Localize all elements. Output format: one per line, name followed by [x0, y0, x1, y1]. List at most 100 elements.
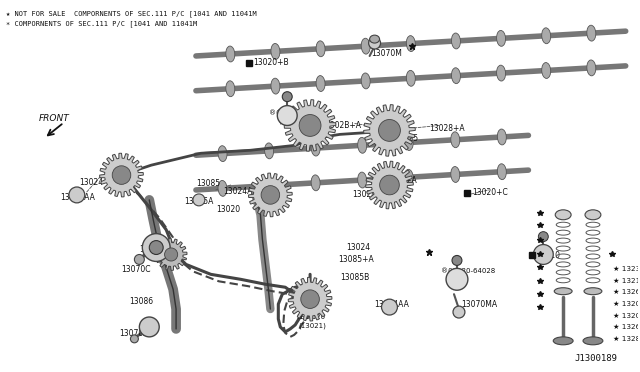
Text: (2): (2)	[452, 276, 462, 283]
Ellipse shape	[226, 46, 235, 62]
Circle shape	[299, 115, 321, 137]
Polygon shape	[156, 238, 187, 270]
Text: ★ 13203: ★ 13203	[612, 301, 640, 307]
Text: ★ 13269: ★ 13269	[612, 289, 640, 295]
Circle shape	[277, 106, 297, 125]
Polygon shape	[288, 277, 332, 321]
Text: FRONT: FRONT	[38, 114, 69, 123]
Text: ★ NOT FOR SALE  COMPORNENTS OF SEC.111 P/C [1041 AND 11041M: ★ NOT FOR SALE COMPORNENTS OF SEC.111 P/…	[6, 10, 257, 17]
Ellipse shape	[406, 36, 415, 51]
Circle shape	[140, 317, 159, 337]
Ellipse shape	[541, 62, 550, 78]
Ellipse shape	[316, 76, 325, 92]
Ellipse shape	[541, 28, 550, 44]
Ellipse shape	[451, 68, 460, 84]
Ellipse shape	[554, 288, 572, 295]
Polygon shape	[364, 105, 415, 156]
Text: 13070MA: 13070MA	[461, 299, 497, 309]
Ellipse shape	[271, 44, 280, 59]
Text: J1300189: J1300189	[575, 354, 618, 363]
Ellipse shape	[358, 172, 367, 188]
Circle shape	[446, 268, 468, 290]
Text: ®08120-64028: ®08120-64028	[269, 109, 324, 116]
Text: 13070A: 13070A	[120, 329, 149, 339]
Circle shape	[378, 119, 401, 141]
Text: 13070M: 13070M	[372, 48, 403, 58]
Text: 13024: 13024	[79, 177, 103, 186]
Ellipse shape	[497, 164, 506, 180]
Text: 13024: 13024	[346, 243, 370, 252]
Text: 13086: 13086	[129, 296, 154, 306]
Text: 13024A: 13024A	[223, 187, 252, 196]
Circle shape	[193, 194, 205, 206]
Text: 13070C: 13070C	[122, 265, 151, 274]
Circle shape	[282, 92, 292, 102]
Ellipse shape	[451, 167, 460, 182]
Polygon shape	[100, 153, 143, 197]
Circle shape	[452, 256, 462, 265]
Ellipse shape	[358, 137, 367, 153]
Text: (13021): (13021)	[298, 323, 326, 329]
Ellipse shape	[361, 38, 370, 54]
Text: 13210: 13210	[536, 251, 561, 260]
Text: 13070: 13070	[140, 245, 164, 254]
Polygon shape	[284, 100, 336, 151]
Circle shape	[261, 186, 280, 204]
Ellipse shape	[370, 35, 380, 43]
Ellipse shape	[587, 60, 596, 76]
Ellipse shape	[451, 132, 460, 148]
Ellipse shape	[583, 337, 603, 345]
Text: 13085: 13085	[196, 179, 220, 187]
Circle shape	[301, 290, 319, 308]
Ellipse shape	[404, 135, 413, 150]
Ellipse shape	[316, 41, 325, 57]
Circle shape	[112, 166, 131, 185]
Text: 1302B+A: 1302B+A	[325, 121, 361, 130]
Ellipse shape	[264, 143, 273, 159]
Text: SEC.120: SEC.120	[296, 314, 325, 320]
Ellipse shape	[585, 210, 601, 220]
Polygon shape	[365, 161, 413, 209]
Ellipse shape	[226, 81, 235, 97]
Circle shape	[134, 254, 145, 264]
Ellipse shape	[497, 129, 506, 145]
Ellipse shape	[406, 70, 415, 86]
Ellipse shape	[311, 140, 320, 156]
Text: 13085+A: 13085+A	[338, 255, 374, 264]
Circle shape	[131, 335, 138, 343]
Ellipse shape	[497, 31, 506, 46]
Ellipse shape	[271, 78, 280, 94]
Circle shape	[381, 299, 397, 315]
Text: 13025+A: 13025+A	[381, 176, 417, 185]
Ellipse shape	[451, 33, 460, 49]
Ellipse shape	[497, 65, 506, 81]
Ellipse shape	[361, 73, 370, 89]
Text: 13085B: 13085B	[340, 273, 369, 282]
Circle shape	[538, 232, 548, 241]
Circle shape	[149, 241, 163, 254]
Ellipse shape	[404, 169, 413, 185]
Text: 13028+A: 13028+A	[429, 124, 465, 133]
Ellipse shape	[311, 175, 320, 191]
Circle shape	[69, 187, 84, 203]
Ellipse shape	[556, 210, 571, 220]
Text: ★ 13210: ★ 13210	[612, 278, 640, 284]
Text: ★ 13282: ★ 13282	[612, 336, 640, 342]
Text: 13024AA: 13024AA	[374, 299, 410, 309]
Text: 13085A: 13085A	[184, 198, 213, 206]
Text: 13020: 13020	[216, 205, 240, 214]
Circle shape	[380, 175, 399, 195]
Circle shape	[164, 248, 178, 261]
Text: ★ 13231: ★ 13231	[612, 266, 640, 272]
Circle shape	[533, 244, 553, 264]
Ellipse shape	[584, 288, 602, 295]
Circle shape	[369, 37, 381, 49]
Polygon shape	[248, 173, 292, 217]
Text: ★ 13267: ★ 13267	[612, 324, 640, 330]
Text: 13024A: 13024A	[352, 190, 381, 199]
Text: 13024AA: 13024AA	[60, 193, 95, 202]
Text: 13025: 13025	[394, 134, 419, 143]
Circle shape	[453, 306, 465, 318]
Text: ®08120-64028: ®08120-64028	[441, 268, 495, 275]
Ellipse shape	[264, 178, 273, 193]
